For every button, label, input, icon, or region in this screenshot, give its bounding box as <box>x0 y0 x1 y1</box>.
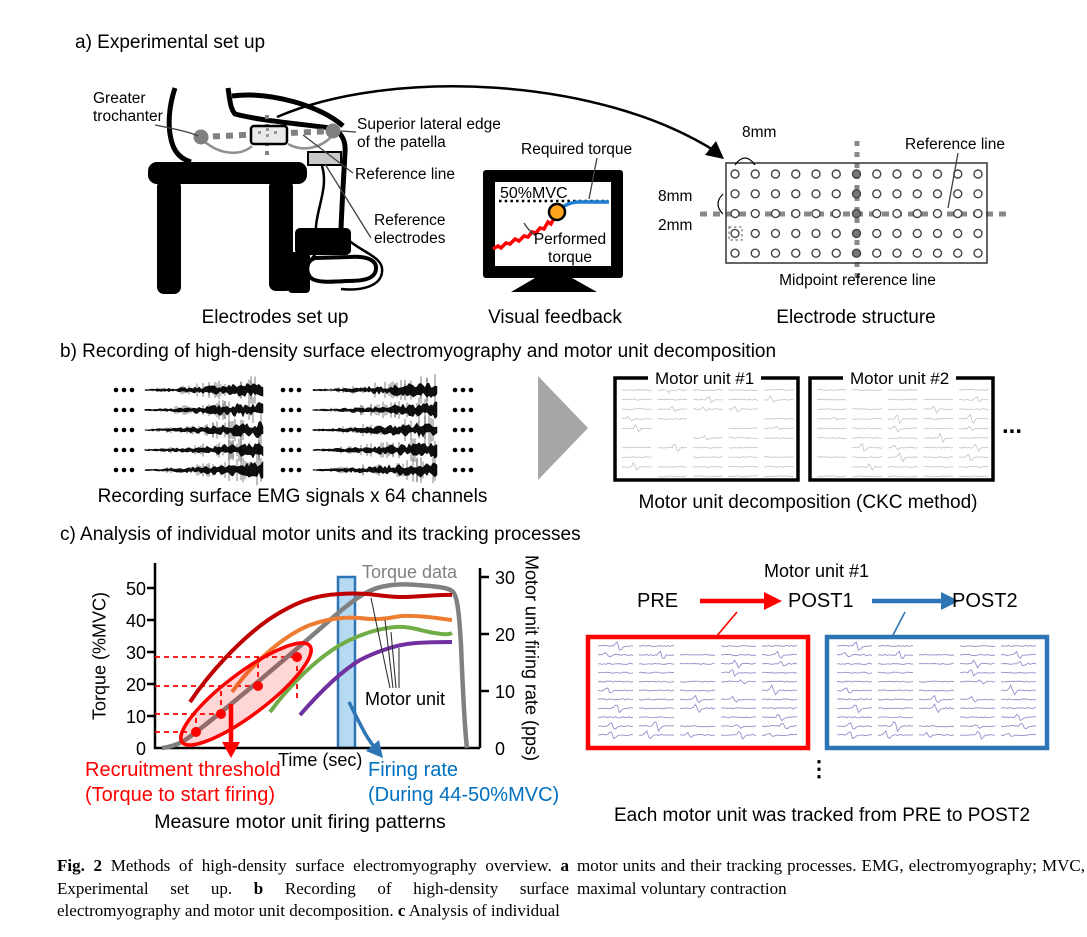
label-reference-line: Reference line <box>355 166 455 183</box>
caption-bold-a: a <box>560 856 570 875</box>
label-grid-2mm: 2mm <box>658 217 693 234</box>
panel-b-heading: b) Recording of high-density surface ele… <box>60 341 777 362</box>
tracking-dots: ⋮ <box>808 756 830 781</box>
label-superior-lateral: Superior lateral edge of the patella <box>357 116 501 151</box>
label-greater-trochanter: Greater trochanter <box>93 90 163 125</box>
label-reference-electrodes: Reference electrodes <box>374 212 446 247</box>
right-tick-30: 30 <box>495 568 516 588</box>
electrode-detail-arrow-icon <box>276 85 724 159</box>
electrode-grid-icon <box>700 141 1012 284</box>
right-tick-0: 0 <box>495 739 506 759</box>
recruitment-threshold-label: Recruitment threshold <box>85 759 281 781</box>
motor-unit-boxes <box>613 376 995 482</box>
tracking-post2: POST2 <box>952 590 1018 612</box>
firing-rate-sub: (During 44-50%MVC) <box>368 784 560 806</box>
mu3-curve <box>268 624 453 714</box>
caption-electrodes-setup: Electrodes set up <box>201 307 349 328</box>
label-required-torque: Required torque <box>521 141 633 158</box>
motor-unit-1-title: Motor unit #1 <box>648 369 762 389</box>
panel-a-pointer-lines <box>154 124 372 239</box>
torque-curve <box>161 582 470 751</box>
recruitment-threshold-sub: (Torque to start firing) <box>85 784 276 806</box>
caption-segment: Analysis of individual <box>405 901 560 921</box>
right-tick-10: 10 <box>495 682 516 702</box>
caption-decomposition: Motor unit decomposition (CKC method) <box>638 492 978 513</box>
tracking-diagram <box>585 592 1050 751</box>
tracking-pre: PRE <box>637 590 679 612</box>
caption-segment: Recording of high-density surface electr… <box>57 878 569 921</box>
mu1-curve <box>188 591 453 704</box>
right-tick-20: 20 <box>495 625 516 645</box>
right-axis-title: Motor unit firing rate (pps) <box>521 554 542 762</box>
left-tick-0: 0 <box>135 739 146 759</box>
label-midpoint-reference: Midpoint reference line <box>779 272 936 289</box>
caption-segment: Experimental set up. <box>57 878 254 898</box>
motor-unit-pointer-lines <box>370 597 400 689</box>
label-grid-top-8mm: 8mm <box>742 124 777 141</box>
flow-arrow-icon <box>538 376 588 480</box>
recruitment-arrow-icon <box>222 704 240 758</box>
caption-fig-number: Fig. 2 <box>57 856 103 875</box>
label-mvc-level: 50%MVC <box>500 185 568 202</box>
channel-ellipsis-dots <box>113 387 474 473</box>
firing-chart <box>147 563 489 758</box>
caption-visual-feedback: Visual feedback <box>488 307 622 328</box>
left-tick-10: 10 <box>125 707 146 727</box>
panel-c-heading: c) Analysis of individual motor units an… <box>60 524 581 545</box>
decomposed-waveforms-icon <box>621 386 989 478</box>
mu2-curve <box>230 613 453 694</box>
caption-emg-recording: Recording surface EMG signals x 64 chann… <box>97 486 488 507</box>
firing-rate-label: Firing rate <box>368 759 459 781</box>
left-tick-50: 50 <box>125 579 146 599</box>
decomp-ellipsis: ... <box>1002 412 1023 439</box>
recruitment-ellipse <box>179 641 313 747</box>
motor-unit-2-title: Motor unit #2 <box>843 369 957 389</box>
caption-tracking: Each motor unit was tracked from PRE to … <box>613 805 1031 826</box>
tracking-post1: POST1 <box>788 590 854 612</box>
firing-rate-arrow-icon <box>347 701 383 758</box>
emg-signals-icon <box>144 374 438 486</box>
x-axis-title: Time (sec) <box>278 750 363 770</box>
subject-illustration-icon <box>148 87 384 294</box>
left-tick-30: 30 <box>125 643 146 663</box>
label-grid-left-8mm: 8mm <box>658 188 693 205</box>
figure-caption-right: motor units and their tracking processes… <box>577 856 1085 898</box>
motor-unit-label: Motor unit <box>365 689 446 709</box>
caption-bold-c: c <box>397 901 406 921</box>
monitor-icon <box>483 157 623 292</box>
figure-caption-left: Fig. 2 Methods of high-density surface e… <box>57 855 569 923</box>
left-axis-title: Torque (%MVC) <box>89 591 110 721</box>
label-performed-torque: Performed torque <box>533 231 607 266</box>
left-tick-20: 20 <box>125 675 146 695</box>
panel-a-heading: a) Experimental set up <box>75 32 266 53</box>
tracking-title: Motor unit #1 <box>763 561 870 581</box>
caption-bold-b: b <box>253 878 264 898</box>
recruitment-dots <box>191 652 302 737</box>
left-tick-40: 40 <box>125 611 146 631</box>
label-grid-reference-line: Reference line <box>905 136 1005 153</box>
caption-measure-firing: Measure motor unit firing patterns <box>154 811 446 833</box>
caption-segment: Methods of high-density surface electrom… <box>102 856 561 875</box>
caption-electrode-structure: Electrode structure <box>776 307 936 328</box>
tracked-waveforms-icon <box>597 641 1037 740</box>
torque-data-label: Torque data <box>362 562 458 582</box>
